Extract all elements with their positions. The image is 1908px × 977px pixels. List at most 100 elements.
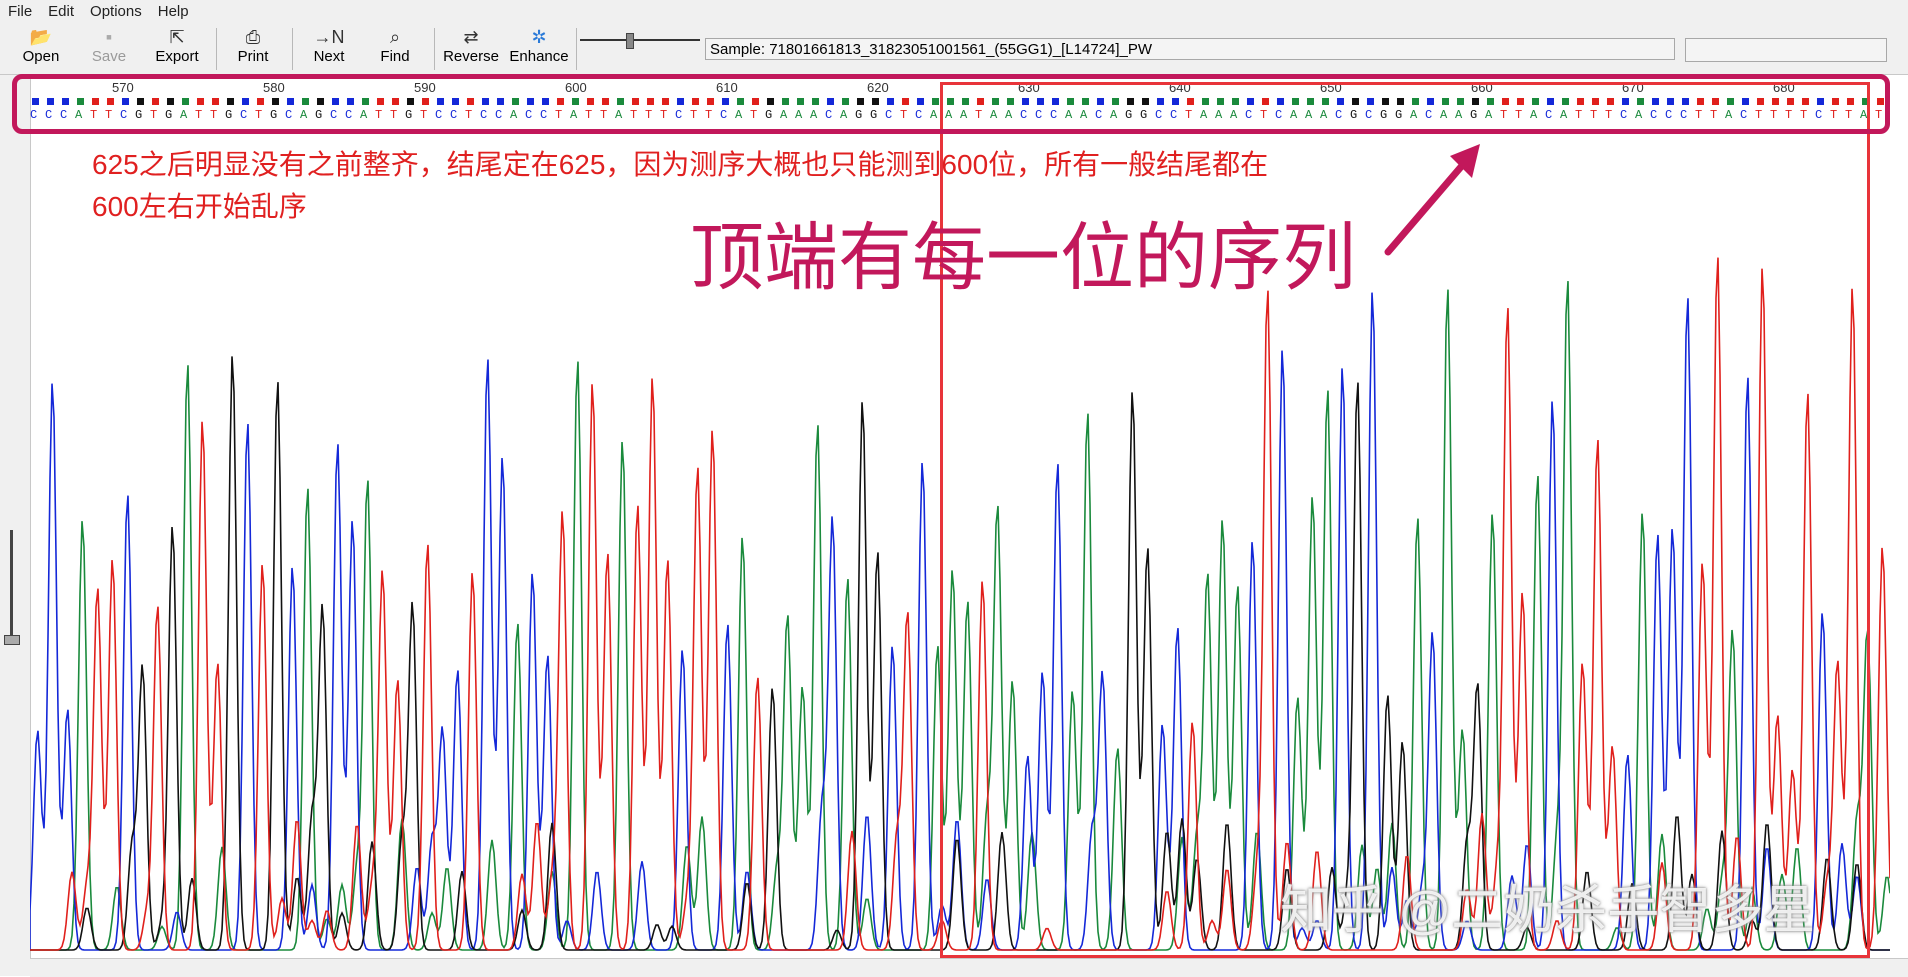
base-call: A	[1215, 108, 1223, 122]
base-call: T	[1500, 108, 1508, 122]
quality-square	[857, 98, 864, 105]
quality-square	[317, 98, 324, 105]
base-call: A	[960, 108, 968, 122]
base-call: T	[1755, 108, 1763, 122]
find-button[interactable]: ⌕ Find	[364, 26, 426, 72]
quality-square	[977, 98, 984, 105]
trace-T	[30, 257, 1890, 951]
base-call: C	[495, 108, 503, 122]
quality-square	[227, 98, 234, 105]
export-icon: ⇱	[169, 27, 185, 47]
quality-square	[1157, 98, 1164, 105]
base-call: C	[1665, 108, 1673, 122]
base-call: A	[1230, 108, 1238, 122]
quality-square	[1022, 98, 1029, 105]
quality-square	[1202, 98, 1209, 105]
base-call: A	[735, 108, 743, 122]
red-highlight-box	[940, 82, 1870, 958]
quality-square	[1487, 98, 1494, 105]
quality-square	[347, 98, 354, 105]
quality-square	[887, 98, 894, 105]
quality-square	[1352, 98, 1359, 105]
base-call: G	[315, 108, 323, 122]
base-call: T	[1575, 108, 1583, 122]
base-call: C	[825, 108, 833, 122]
export-button[interactable]: ⇱ Export	[146, 26, 208, 72]
save-button[interactable]: ▪ Save	[78, 26, 140, 72]
quality-square	[527, 98, 534, 105]
base-call: T	[645, 108, 653, 122]
ruler-tick-label: 610	[716, 80, 738, 95]
quality-square	[1862, 98, 1869, 105]
base-call: A	[840, 108, 848, 122]
base-call: A	[75, 108, 83, 122]
sample-name-field: Sample: 71801661813_31823051001561_(55GG…	[705, 38, 1675, 60]
base-call: C	[1620, 108, 1628, 122]
quality-square	[1412, 98, 1419, 105]
quality-square	[812, 98, 819, 105]
base-call: T	[465, 108, 473, 122]
quality-square	[1187, 98, 1194, 105]
menu-help[interactable]: Help	[157, 2, 189, 20]
reverse-button[interactable]: ⇄ Reverse	[440, 26, 502, 72]
open-button[interactable]: 📂 Open	[10, 26, 72, 72]
quality-square	[1667, 98, 1674, 105]
slider-thumb[interactable]	[626, 33, 634, 49]
base-call: T	[1770, 108, 1778, 122]
base-call: G	[1125, 108, 1133, 122]
quality-square	[167, 98, 174, 105]
quality-square	[1817, 98, 1824, 105]
quality-square	[1037, 98, 1044, 105]
quality-square	[1562, 98, 1569, 105]
quality-square	[572, 98, 579, 105]
menu-file[interactable]: File	[8, 2, 33, 20]
base-call: G	[405, 108, 413, 122]
quality-square	[467, 98, 474, 105]
quality-square	[1592, 98, 1599, 105]
toolbar-separator	[292, 28, 293, 70]
base-call: T	[750, 108, 758, 122]
zoom-slider[interactable]	[580, 30, 700, 50]
base-call: A	[1305, 108, 1313, 122]
quality-square	[872, 98, 879, 105]
base-call: T	[1845, 108, 1853, 122]
quality-square	[1877, 98, 1884, 105]
base-call: T	[1875, 108, 1883, 122]
quality-square	[182, 98, 189, 105]
reverse-arrows-icon: ⇄	[463, 27, 479, 47]
base-call: C	[345, 108, 353, 122]
quality-square	[362, 98, 369, 105]
quality-square	[1802, 98, 1809, 105]
horizontal-scrollbar[interactable]	[30, 958, 1908, 977]
quality-square	[1382, 98, 1389, 105]
vertical-scale-thumb[interactable]	[4, 635, 20, 645]
base-call: A	[1005, 108, 1013, 122]
quality-square	[1262, 98, 1269, 105]
next-button[interactable]: →N Next	[298, 26, 360, 72]
base-call: A	[615, 108, 623, 122]
quality-square	[707, 98, 714, 105]
quality-square	[287, 98, 294, 105]
base-call: A	[1530, 108, 1538, 122]
base-call: C	[1815, 108, 1823, 122]
quality-square	[1532, 98, 1539, 105]
base-call: T	[690, 108, 698, 122]
menu-options[interactable]: Options	[90, 2, 142, 20]
quality-square	[1502, 98, 1509, 105]
quality-square	[1217, 98, 1224, 105]
quality-square	[827, 98, 834, 105]
enhance-button[interactable]: ✲ Enhance	[509, 27, 569, 65]
quality-square	[377, 98, 384, 105]
base-call: T	[1710, 108, 1718, 122]
print-button[interactable]: ⎙ Print	[222, 26, 284, 72]
menu-edit[interactable]: Edit	[48, 2, 75, 20]
quality-square	[1847, 98, 1854, 105]
quality-square	[1052, 98, 1059, 105]
base-call: C	[30, 108, 38, 122]
quality-square	[1712, 98, 1719, 105]
quality-square	[737, 98, 744, 105]
annotation-arrow-icon	[1384, 144, 1480, 256]
quality-square	[1097, 98, 1104, 105]
base-call: C	[480, 108, 488, 122]
base-call: C	[1545, 108, 1553, 122]
